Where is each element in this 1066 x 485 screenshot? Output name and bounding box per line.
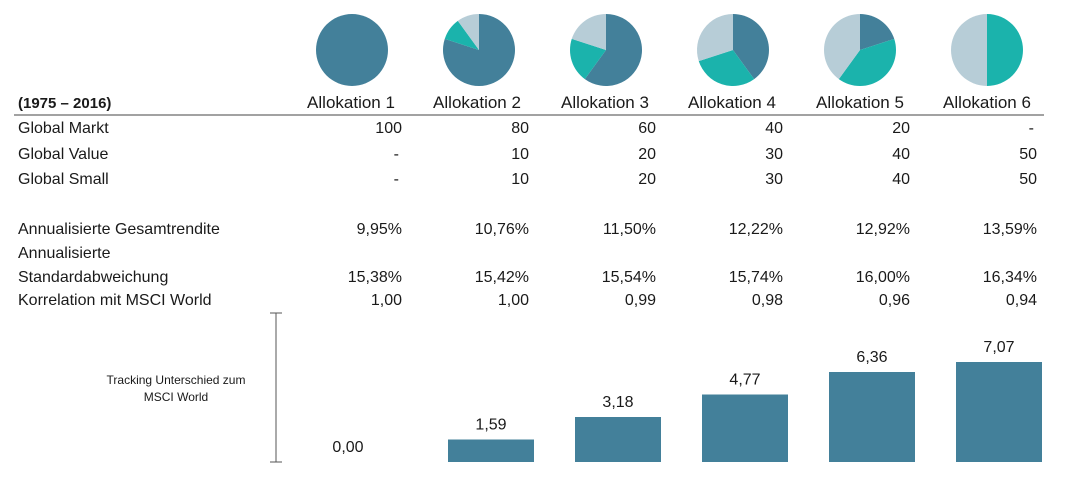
pie-slice-global-markt — [316, 14, 388, 86]
table-cell: 0,98 — [752, 292, 783, 309]
pie-slice-global-markt — [442, 14, 515, 86]
bar — [702, 394, 788, 462]
pie-slice-global-value — [570, 38, 606, 80]
bar — [448, 439, 534, 462]
pie-4 — [696, 13, 769, 86]
bar — [829, 372, 915, 462]
table-cell: 40 — [892, 171, 910, 188]
table-cell: 9,95% — [357, 221, 402, 238]
table-cell: 10 — [511, 171, 529, 188]
table-cell: 0,96 — [879, 292, 910, 309]
table-cell: 40 — [765, 120, 783, 137]
bar-value-label: 1,59 — [475, 417, 506, 434]
table-cell: 12,22% — [729, 221, 783, 238]
table-cell: 15,38% — [348, 269, 402, 286]
column-header: Allokation 6 — [943, 93, 1031, 112]
pie-2 — [442, 14, 515, 86]
table-cell: - — [1029, 120, 1034, 137]
pie-slice-global-small — [696, 13, 733, 62]
bar-chart-label: MSCI World — [144, 390, 208, 404]
column-header: Allokation 4 — [688, 93, 776, 112]
column-header: Allokation 1 — [307, 93, 395, 112]
pie-5 — [824, 14, 896, 86]
table-cell: 16,34% — [983, 269, 1037, 286]
pie-slice-global-value — [838, 38, 896, 86]
pie-6 — [951, 14, 1023, 86]
row-label: Annualisierte — [18, 245, 111, 262]
bar — [956, 362, 1042, 462]
pie-slice-global-small — [571, 14, 606, 50]
table-cell: 15,42% — [475, 269, 529, 286]
pie-slice-global-markt — [584, 13, 643, 86]
row-label: Global Small — [18, 171, 109, 188]
table-cell: 80 — [511, 120, 529, 137]
table-cell: 20 — [638, 146, 656, 163]
pie-1 — [316, 14, 388, 86]
pie-3 — [570, 13, 643, 86]
pie-slice-global-markt — [733, 14, 769, 80]
table-cell: 20 — [892, 120, 910, 137]
bar-value-label: 4,77 — [729, 372, 760, 389]
pie-slice-global-small — [824, 14, 860, 80]
table-cell: 50 — [1019, 146, 1037, 163]
row-label: Global Value — [18, 146, 109, 163]
bar — [575, 417, 661, 462]
table-cell: 10 — [511, 146, 529, 163]
pie-slice-global-value — [698, 50, 755, 86]
table-cell: 15,74% — [729, 269, 783, 286]
column-header: Allokation 2 — [433, 93, 521, 112]
bar-value-label: 0,00 — [332, 439, 363, 456]
table-cell: 20 — [638, 171, 656, 188]
bar-chart-label: Tracking Unterschied zum — [107, 373, 246, 387]
period-label: (1975 – 2016) — [18, 95, 111, 112]
pie-slice-global-small — [951, 14, 987, 86]
table-cell: 0,99 — [625, 292, 656, 309]
column-header: Allokation 3 — [561, 93, 649, 112]
table-cell: 15,54% — [602, 269, 656, 286]
table-cell: 11,50% — [603, 221, 656, 238]
table-cell: 0,94 — [1006, 292, 1037, 309]
table-cell: 40 — [892, 146, 910, 163]
bar-value-label: 6,36 — [856, 349, 887, 366]
table-cell: 1,00 — [371, 292, 402, 309]
table-cell: 1,00 — [498, 292, 529, 309]
row-label: Annualisierte Gesamtrendite — [18, 221, 220, 238]
row-label: Global Markt — [18, 120, 109, 137]
table-cell: 12,92% — [856, 221, 910, 238]
column-header: Allokation 5 — [816, 93, 904, 112]
pie-slice-global-value — [987, 14, 1023, 86]
table-cell: - — [394, 171, 399, 188]
bar-value-label: 7,07 — [983, 339, 1014, 356]
pie-slice-global-markt — [860, 14, 895, 50]
table-cell: 16,00% — [856, 269, 910, 286]
table-cell: 100 — [375, 120, 402, 137]
table-cell: 30 — [765, 146, 783, 163]
bar-value-label: 3,18 — [602, 394, 633, 411]
table-cell: 13,59% — [983, 221, 1037, 238]
pie-slice-global-small — [457, 14, 479, 50]
row-label: Korrelation mit MSCI World — [18, 292, 212, 309]
table-cell: - — [394, 146, 399, 163]
table-cell: 50 — [1019, 171, 1037, 188]
table-cell: 60 — [638, 120, 656, 137]
row-label: Standardabweichung — [18, 269, 168, 286]
table-cell: 30 — [765, 171, 783, 188]
table-cell: 10,76% — [475, 221, 529, 238]
pie-slice-global-value — [444, 20, 479, 50]
